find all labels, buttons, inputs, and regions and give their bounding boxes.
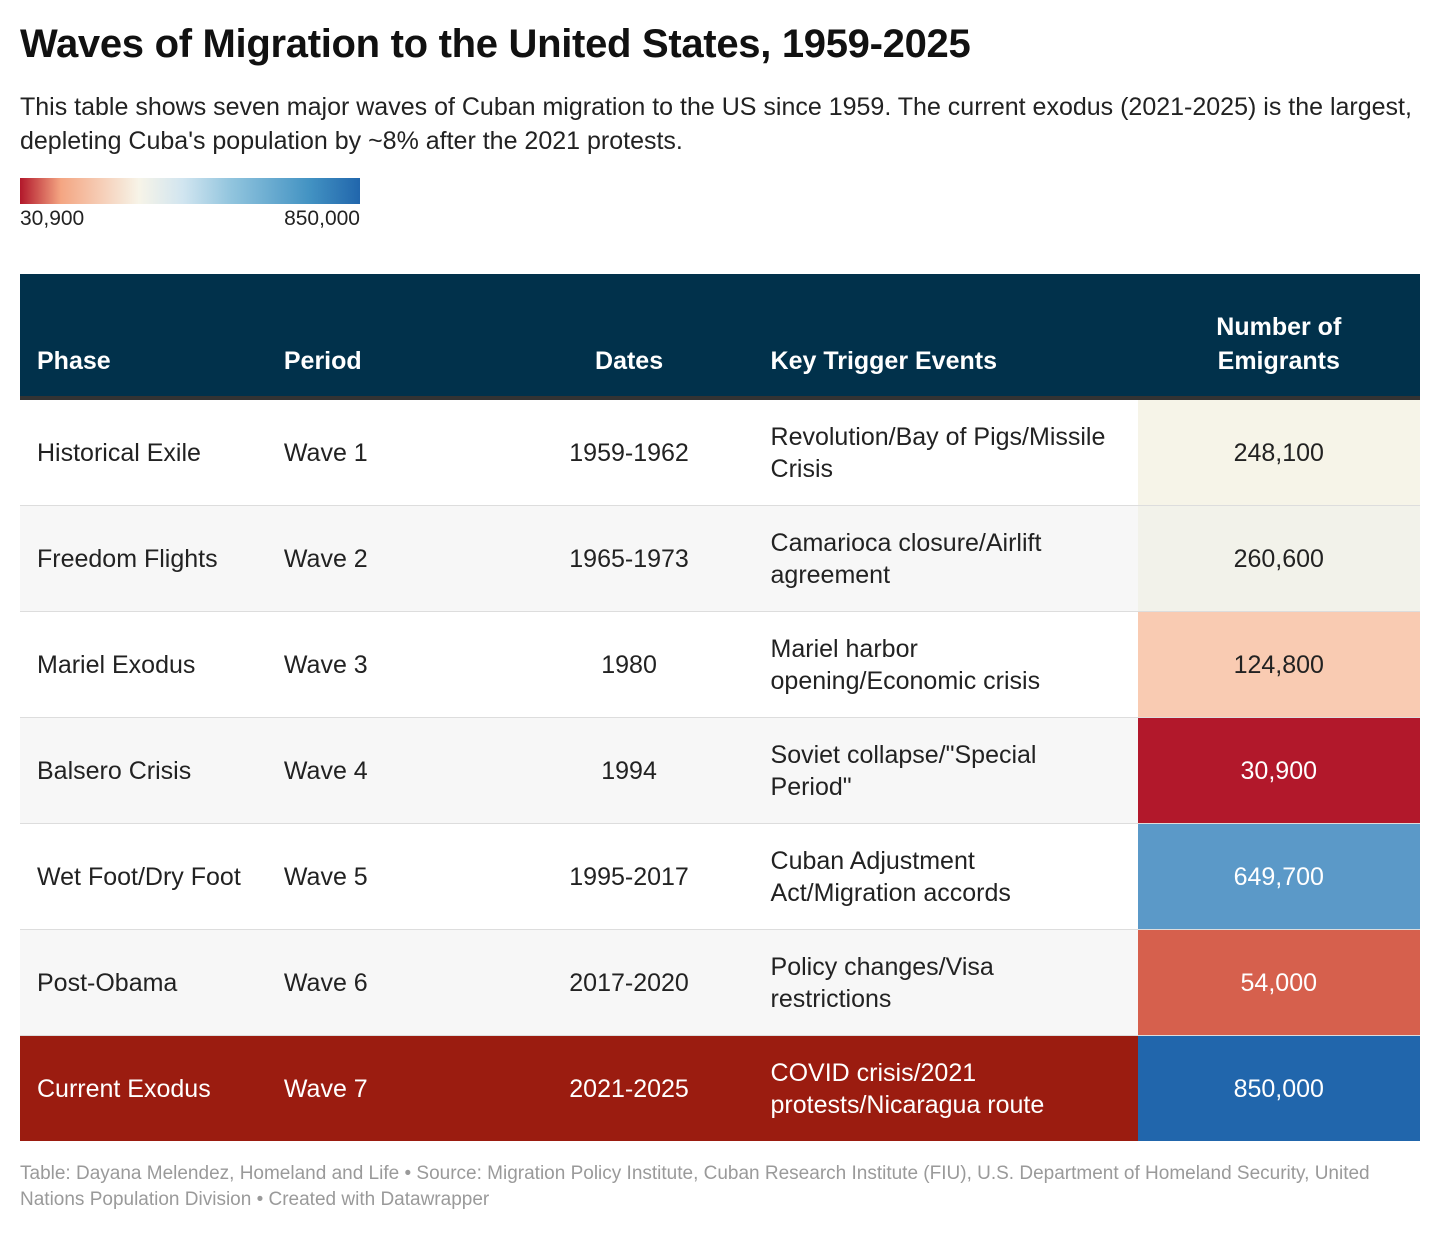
cell-period: Wave 7 xyxy=(266,1035,505,1141)
cell-emigrants: 30,900 xyxy=(1137,717,1420,824)
cell-period: Wave 1 xyxy=(266,398,505,506)
cell-emigrants: 124,800 xyxy=(1137,611,1420,718)
cell-period: Wave 4 xyxy=(266,717,505,824)
table-row: Current Exodus Wave 7 2021-2025 COVID crisi… xyxy=(20,1035,1420,1141)
color-scale-legend xyxy=(20,178,360,204)
cell-emigrants: 54,000 xyxy=(1137,929,1420,1036)
cell-phase: Historical Exile xyxy=(20,398,267,506)
cell-phase: Wet Foot/Dry Foot xyxy=(20,823,267,930)
table-row: Freedom Flights Wave 2 1965-1973 Camarioca … xyxy=(20,505,1420,612)
subtitle: This table shows seven major waves of Cu… xyxy=(20,93,1412,155)
header-period[interactable]: Period xyxy=(266,274,505,400)
cell-dates: 2021-2025 xyxy=(504,1035,754,1141)
cell-emigrants: 850,000 xyxy=(1137,1035,1420,1141)
cell-dates: 1994 xyxy=(504,717,754,824)
cell-period: Wave 6 xyxy=(266,929,505,1036)
cell-emigrants: 649,700 xyxy=(1137,823,1420,930)
page-title: Waves of Migration to the United States,… xyxy=(20,22,971,66)
cell-events: Cuban Adjustment Act/Migration accords xyxy=(753,823,1138,930)
cell-dates: 1980 xyxy=(504,611,754,718)
header-row: Phase Period Dates Key Trigger Events Nu… xyxy=(20,274,1420,400)
cell-dates: 2017-2020 xyxy=(504,929,754,1036)
cell-dates: 1959-1962 xyxy=(504,398,754,506)
table-row: Balsero Crisis Wave 4 1994 Soviet collapse/… xyxy=(20,717,1420,824)
header-dates[interactable]: Dates xyxy=(504,274,754,400)
cell-period: Wave 5 xyxy=(266,823,505,930)
cell-events: Soviet collapse/"Special Period" xyxy=(753,717,1138,824)
table-row: Historical Exile Wave 1 1959-1962 Revolutio… xyxy=(20,398,1420,506)
table-row: Post-Obama Wave 6 2017-2020 Policy changes/… xyxy=(20,929,1420,1036)
cell-events: Camarioca closure/Airlift agreement xyxy=(753,505,1138,612)
cell-period: Wave 3 xyxy=(266,611,505,718)
cell-events: Revolution/Bay of Pigs/Missile Crisis xyxy=(753,398,1138,506)
cell-phase: Freedom Flights xyxy=(20,505,267,612)
cell-dates: 1965-1973 xyxy=(504,505,754,612)
header-emigrants[interactable]: Number of Emigrants xyxy=(1137,274,1420,400)
cell-phase: Balsero Crisis xyxy=(20,717,267,824)
footer-credits: Table: Dayana Melendez, Homeland and Lif… xyxy=(20,1163,1370,1210)
cell-emigrants: 248,100 xyxy=(1137,398,1420,506)
cell-emigrants: 260,600 xyxy=(1137,505,1420,612)
legend-max-label: 850,000 xyxy=(284,207,360,230)
cell-period: Wave 2 xyxy=(266,505,505,612)
cell-events: COVID crisis/2021 protests/Nicaragua rou… xyxy=(753,1035,1138,1141)
cell-phase: Post-Obama xyxy=(20,929,267,1036)
table-row: Wet Foot/Dry Foot Wave 5 1995-2017 Cuban Ad… xyxy=(20,823,1420,930)
legend-min-label: 30,900 xyxy=(20,207,85,230)
cell-dates: 1995-2017 xyxy=(504,823,754,930)
header-phase[interactable]: Phase xyxy=(20,274,267,400)
header-events[interactable]: Key Trigger Events xyxy=(753,274,1138,400)
cell-events: Policy changes/Visa restrictions xyxy=(753,929,1138,1036)
cell-phase: Current Exodus xyxy=(20,1035,267,1141)
cell-phase: Mariel Exodus xyxy=(20,611,267,718)
cell-events: Mariel harbor opening/Economic crisis xyxy=(753,611,1138,718)
migration-table: Phase Period Dates Key Trigger Events Nu… xyxy=(20,274,1420,1141)
table-row: Mariel Exodus Wave 3 1980 Mariel harbor ope… xyxy=(20,611,1420,718)
